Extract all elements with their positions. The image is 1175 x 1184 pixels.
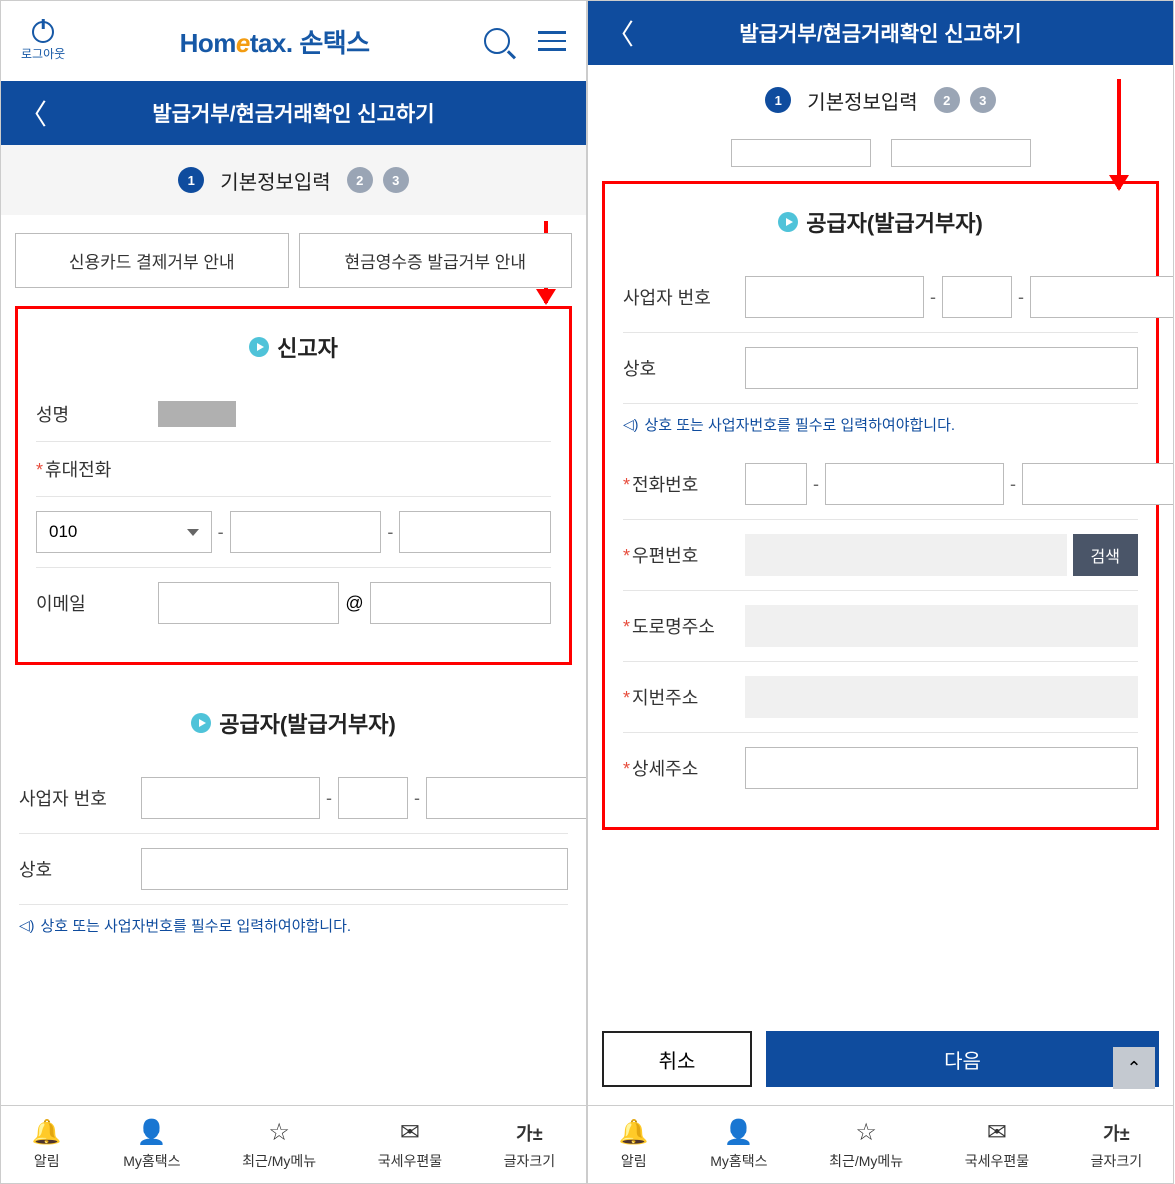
road-addr-display — [745, 605, 1138, 647]
name-value — [158, 401, 236, 427]
nav-mail[interactable]: ✉국세우편물 — [965, 1119, 1029, 1171]
lot-addr-display — [745, 676, 1138, 718]
hometax-logo[interactable]: Hometax. 손택스 — [180, 23, 370, 60]
power-icon — [32, 21, 54, 43]
user-icon: 👤 — [137, 1119, 167, 1147]
page-title: 발급거부/현금거래확인 신고하기 — [739, 18, 1021, 48]
mail-icon: ✉ — [987, 1119, 1007, 1147]
step-1-badge: 1 — [765, 87, 791, 113]
chevron-down-icon — [187, 529, 199, 536]
zip-label: 우편번호 — [623, 542, 733, 568]
step-3-badge: 3 — [383, 167, 409, 193]
bizno-2-input[interactable] — [942, 276, 1012, 318]
nav-textsize[interactable]: 가±글자크기 — [1091, 1119, 1143, 1171]
back-icon[interactable]: 〈 — [19, 93, 47, 133]
page-header: 〈 발급거부/현금거래확인 신고하기 — [1, 81, 586, 145]
steps-indicator: 1 기본정보입력 2 3 — [588, 65, 1173, 135]
star-icon: ☆ — [855, 1119, 877, 1147]
page-title: 발급거부/현금거래확인 신고하기 — [152, 98, 434, 128]
page-header: 〈 발급거부/현금거래확인 신고하기 — [588, 1, 1173, 65]
logout-button[interactable]: 로그아웃 — [21, 21, 65, 62]
bizno-label: 사업자 번호 — [19, 785, 129, 811]
phone-mid-input[interactable] — [230, 511, 382, 553]
bizno-3-input[interactable] — [426, 777, 586, 819]
app-top-header: 로그아웃 Hometax. 손택스 — [1, 1, 586, 81]
back-icon[interactable]: 〈 — [606, 13, 634, 53]
supplier-title: 공급자(발급거부자) — [623, 206, 1138, 238]
nav-alarm[interactable]: 🔔알림 — [619, 1119, 649, 1171]
bizno-3-input[interactable] — [1030, 276, 1173, 318]
email-local-input[interactable] — [158, 582, 339, 624]
road-addr-label: 도로명주소 — [623, 613, 733, 639]
bullet-icon — [249, 337, 269, 357]
mail-icon: ✉ — [400, 1119, 420, 1147]
nav-mail[interactable]: ✉국세우편물 — [378, 1119, 442, 1171]
supplier-note: 상호 또는 사업자번호를 필수로 입력하여야합니다. — [623, 404, 1138, 439]
bizno-2-input[interactable] — [338, 777, 408, 819]
email-label: 이메일 — [36, 590, 146, 616]
name-label: 성명 — [36, 401, 146, 427]
email-domain-input[interactable] — [370, 582, 551, 624]
supplier-note: 상호 또는 사업자번호를 필수로 입력하여야합니다. — [19, 905, 568, 940]
speaker-icon — [19, 917, 34, 934]
phone-last-input[interactable] — [399, 511, 551, 553]
zip-display — [745, 534, 1067, 576]
supplier-title: 공급자(발급거부자) — [19, 707, 568, 739]
company-name-input[interactable] — [141, 848, 568, 890]
annotation-arrow-icon — [1117, 79, 1121, 189]
step-1-label: 기본정보입력 — [807, 86, 917, 115]
bizno-label: 사업자 번호 — [623, 284, 733, 310]
reporter-title: 신고자 — [36, 331, 551, 363]
detail-addr-label: 상세주소 — [623, 755, 733, 781]
bell-icon: 🔔 — [619, 1119, 649, 1147]
speaker-icon — [623, 416, 638, 433]
phone-label: 전화번호 — [623, 471, 733, 497]
phone-prefix-select[interactable]: 010 — [36, 511, 212, 553]
bell-icon: 🔔 — [32, 1119, 62, 1147]
action-bar: 취소 다음 — [588, 1013, 1173, 1105]
tel-2-input[interactable] — [825, 463, 1004, 505]
supplier-section: 공급자(발급거부자) 사업자 번호 - - 상호 상호 또는 사업자번호를 필수… — [602, 181, 1159, 830]
next-button[interactable]: 다음 — [766, 1031, 1159, 1087]
cash-guide-button[interactable]: 현금영수증 발급거부 안내 — [299, 233, 573, 288]
nav-textsize[interactable]: 가±글자크기 — [504, 1119, 556, 1171]
nav-recent[interactable]: ☆최근/My메뉴 — [242, 1119, 316, 1171]
step-2-badge: 2 — [934, 87, 960, 113]
tel-1-input[interactable] — [745, 463, 807, 505]
bizno-1-input[interactable] — [141, 777, 320, 819]
step-1-label: 기본정보입력 — [220, 166, 330, 195]
bullet-icon — [191, 713, 211, 733]
company-name-label: 상호 — [19, 856, 129, 882]
bottom-nav: 🔔알림 👤My홈택스 ☆최근/My메뉴 ✉국세우편물 가±글자크기 — [588, 1105, 1173, 1183]
step-1-badge: 1 — [178, 167, 204, 193]
company-name-label: 상호 — [623, 355, 733, 381]
company-name-input[interactable] — [745, 347, 1138, 389]
nav-myhome[interactable]: 👤My홈택스 — [123, 1119, 180, 1171]
nav-myhome[interactable]: 👤My홈택스 — [710, 1119, 767, 1171]
star-icon: ☆ — [268, 1119, 290, 1147]
bottom-nav: 🔔알림 👤My홈택스 ☆최근/My메뉴 ✉국세우편물 가±글자크기 — [1, 1105, 586, 1183]
bizno-1-input[interactable] — [745, 276, 924, 318]
card-guide-button[interactable]: 신용카드 결제거부 안내 — [15, 233, 289, 288]
menu-icon[interactable] — [538, 31, 566, 51]
logout-label: 로그아웃 — [21, 45, 65, 62]
supplier-preview-section: 공급자(발급거부자) 사업자 번호 - - 상호 상호 또는 사업자번호를 필수… — [15, 685, 572, 948]
step-3-badge: 3 — [970, 87, 996, 113]
search-icon[interactable] — [484, 28, 510, 54]
cancel-button[interactable]: 취소 — [602, 1031, 752, 1087]
nav-recent[interactable]: ☆최근/My메뉴 — [829, 1119, 903, 1171]
scroll-top-button[interactable]: ⌃ — [1113, 1047, 1155, 1089]
steps-indicator: 1 기본정보입력 2 3 — [1, 145, 586, 215]
user-icon: 👤 — [724, 1119, 754, 1147]
lot-addr-label: 지번주소 — [623, 684, 733, 710]
zip-search-button[interactable]: 검색 — [1073, 534, 1138, 576]
phone-label: 휴대전화 — [36, 456, 146, 482]
tel-3-input[interactable] — [1022, 463, 1173, 505]
detail-addr-input[interactable] — [745, 747, 1138, 789]
reporter-section: 신고자 성명 휴대전화 010 - - — [15, 306, 572, 665]
bullet-icon — [778, 212, 798, 232]
step-2-badge: 2 — [347, 167, 373, 193]
nav-alarm[interactable]: 🔔알림 — [32, 1119, 62, 1171]
peek-row — [588, 135, 1173, 181]
